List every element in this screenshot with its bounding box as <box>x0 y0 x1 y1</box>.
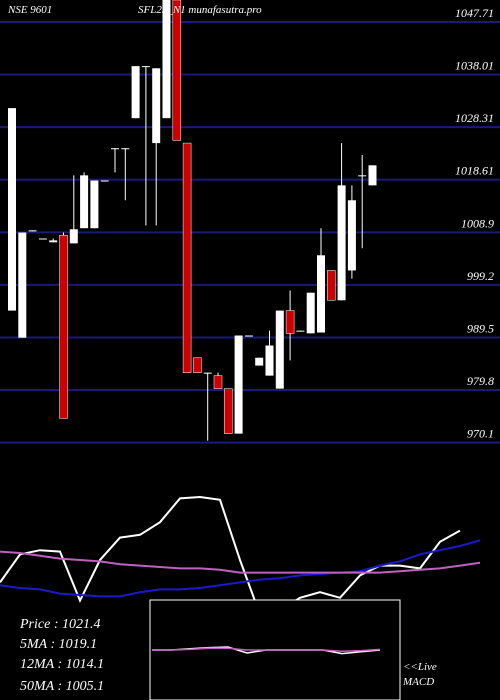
candle-body <box>306 292 315 334</box>
candle-body <box>368 165 377 186</box>
live-label: <<Live <box>403 661 437 673</box>
indicator-line <box>0 539 481 598</box>
candle-body <box>337 185 346 301</box>
candle-body <box>121 148 130 150</box>
candle-body <box>285 310 295 334</box>
y-tick-label: 1008.9 <box>461 216 494 230</box>
y-tick-label: 970.1 <box>467 427 494 441</box>
candle-body <box>152 68 161 144</box>
stat: 5MA : 1019.1 <box>20 637 97 652</box>
y-tick-label: 1047.71 <box>455 6 494 20</box>
y-tick-label: 1038.01 <box>455 59 494 73</box>
stat: 50MA : 1005.1 <box>20 679 104 694</box>
candle-body <box>141 66 150 68</box>
candle-body <box>28 230 37 232</box>
candle-body <box>172 0 182 141</box>
candle-body <box>224 388 233 434</box>
candle-body <box>265 345 274 376</box>
stat: Price : 1021.4 <box>19 617 100 632</box>
candle-body <box>38 238 47 240</box>
candle-body <box>90 180 99 229</box>
candle-body <box>8 108 16 311</box>
candle-body <box>182 142 192 373</box>
candle-body <box>59 234 68 419</box>
y-tick-label: 989.5 <box>467 321 494 335</box>
candle-body <box>275 310 284 389</box>
stat: 12MA : 1014.1 <box>20 657 104 672</box>
candle-body <box>296 330 305 332</box>
y-tick-label: 1028.31 <box>455 111 494 125</box>
chart-title: NSE 9601 <box>7 4 52 16</box>
candle-body <box>100 180 109 182</box>
candle-body <box>203 372 212 374</box>
candle-body <box>317 255 325 333</box>
indicator-line <box>152 647 381 652</box>
candle-body <box>193 357 202 373</box>
chart-subtitle: SFL25_N1 munafasutra.pro <box>138 4 262 16</box>
candle-body <box>18 232 27 338</box>
y-tick-label: 999.2 <box>467 269 494 283</box>
live-label: MACD <box>402 676 434 688</box>
candle-body <box>244 335 253 337</box>
candle-body <box>213 375 223 389</box>
y-tick-label: 979.8 <box>467 374 494 388</box>
candle-body <box>234 335 243 434</box>
candle-body <box>69 229 78 244</box>
candle-body <box>131 66 140 119</box>
candle-body <box>255 357 264 366</box>
candle-body <box>49 240 58 243</box>
candle-body <box>358 175 367 177</box>
candle-body <box>347 200 356 271</box>
candle-body <box>80 175 89 229</box>
indicator-line <box>0 550 481 574</box>
candle-body <box>327 270 336 301</box>
candle-body <box>162 0 171 119</box>
y-tick-label: 1018.61 <box>455 164 494 178</box>
candle-body <box>111 148 119 150</box>
